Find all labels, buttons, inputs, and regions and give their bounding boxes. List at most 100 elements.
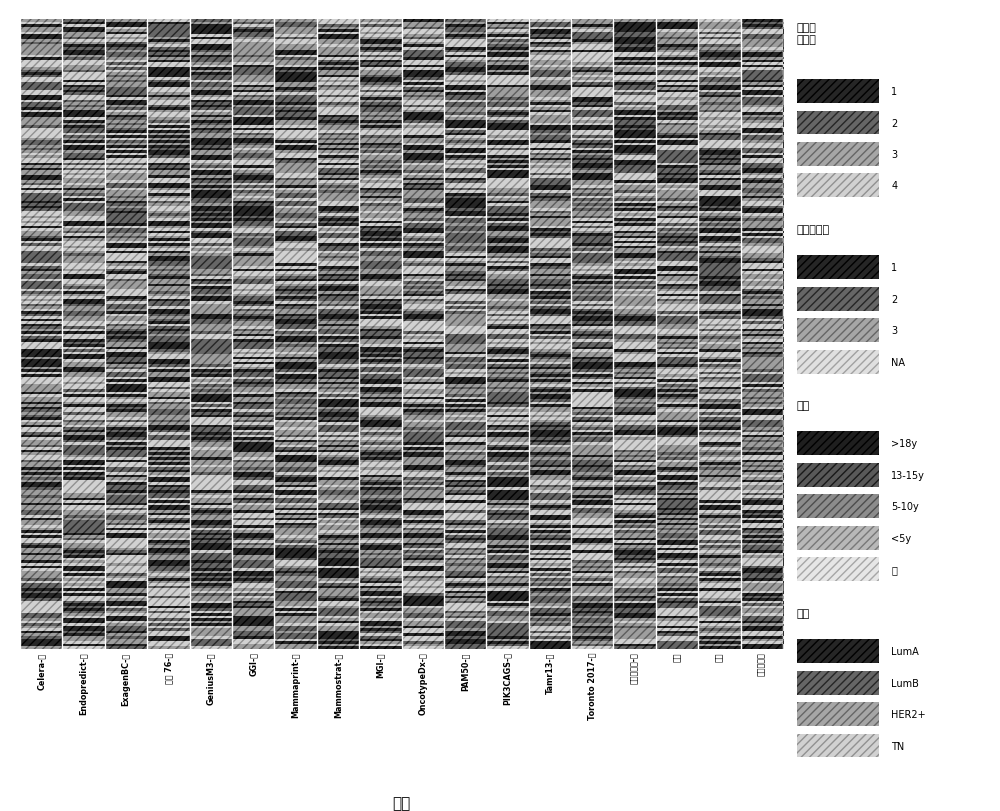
Bar xyxy=(147,448,190,450)
Bar xyxy=(105,500,147,503)
Bar xyxy=(529,101,571,103)
Bar xyxy=(529,644,571,646)
Bar xyxy=(741,624,783,626)
Bar xyxy=(486,189,529,191)
Bar xyxy=(402,206,444,209)
Bar xyxy=(317,274,359,277)
Bar xyxy=(232,151,274,153)
Bar xyxy=(444,581,486,583)
Bar xyxy=(359,101,402,103)
Bar xyxy=(232,332,274,335)
Bar xyxy=(20,101,62,103)
Bar xyxy=(741,530,783,533)
Bar xyxy=(486,322,529,324)
Bar xyxy=(444,375,486,377)
Bar xyxy=(656,279,698,281)
Bar xyxy=(190,304,232,307)
Bar xyxy=(529,123,571,126)
Bar xyxy=(571,530,613,533)
Bar xyxy=(402,159,444,161)
Bar xyxy=(741,393,783,395)
Bar xyxy=(444,372,486,375)
Bar xyxy=(656,553,698,556)
Bar xyxy=(147,260,190,262)
Bar xyxy=(147,350,190,352)
Bar xyxy=(571,377,613,380)
Bar xyxy=(62,581,105,583)
Bar xyxy=(741,629,783,631)
Bar xyxy=(698,473,741,475)
Bar xyxy=(190,480,232,483)
Bar xyxy=(698,642,741,644)
Bar xyxy=(359,322,402,324)
Bar xyxy=(105,315,147,317)
Bar xyxy=(571,352,613,354)
Bar xyxy=(62,569,105,571)
Bar xyxy=(317,388,359,390)
Bar xyxy=(105,397,147,400)
Bar xyxy=(62,402,105,405)
Bar xyxy=(359,614,402,616)
Bar xyxy=(232,224,274,226)
Bar xyxy=(317,166,359,169)
Bar xyxy=(486,511,529,513)
Bar xyxy=(274,438,317,440)
Bar xyxy=(656,586,698,589)
Bar xyxy=(147,644,190,646)
Bar xyxy=(698,38,741,41)
Bar xyxy=(147,86,190,88)
Bar xyxy=(232,75,274,78)
Bar xyxy=(232,315,274,317)
Bar xyxy=(613,393,656,395)
Bar xyxy=(359,206,402,209)
Bar xyxy=(613,553,656,556)
Bar xyxy=(147,608,190,611)
Bar xyxy=(613,629,656,631)
Bar xyxy=(232,629,274,631)
Bar xyxy=(274,390,317,393)
Bar xyxy=(613,111,656,114)
Bar xyxy=(613,633,656,636)
Bar xyxy=(105,184,147,187)
Bar xyxy=(62,541,105,543)
Bar xyxy=(741,639,783,642)
Bar xyxy=(486,500,529,503)
Bar xyxy=(274,611,317,614)
Bar xyxy=(698,488,741,491)
Bar xyxy=(105,461,147,463)
Bar xyxy=(232,310,274,312)
Bar xyxy=(486,290,529,292)
Bar xyxy=(529,256,571,260)
Bar xyxy=(274,212,317,214)
Bar xyxy=(444,251,486,254)
Bar xyxy=(656,201,698,204)
Bar xyxy=(62,109,105,111)
Bar xyxy=(444,169,486,171)
Bar xyxy=(20,272,62,274)
Bar xyxy=(698,109,741,111)
Bar xyxy=(613,161,656,164)
Bar xyxy=(698,234,741,237)
Bar xyxy=(698,511,741,513)
Bar xyxy=(741,118,783,121)
Bar xyxy=(529,511,571,513)
Bar xyxy=(656,591,698,594)
Bar xyxy=(402,141,444,144)
Bar xyxy=(402,171,444,174)
Bar xyxy=(359,224,402,226)
Bar xyxy=(613,114,656,116)
Bar xyxy=(486,285,529,287)
Bar xyxy=(571,194,613,196)
Bar xyxy=(359,410,402,413)
Bar xyxy=(571,139,613,141)
Bar xyxy=(529,521,571,523)
Bar xyxy=(529,493,571,496)
Bar xyxy=(444,556,486,558)
Bar xyxy=(613,272,656,274)
Bar xyxy=(147,212,190,214)
Bar xyxy=(232,45,274,48)
Bar xyxy=(486,402,529,405)
Bar xyxy=(529,184,571,187)
Bar xyxy=(105,229,147,231)
Bar xyxy=(656,206,698,209)
